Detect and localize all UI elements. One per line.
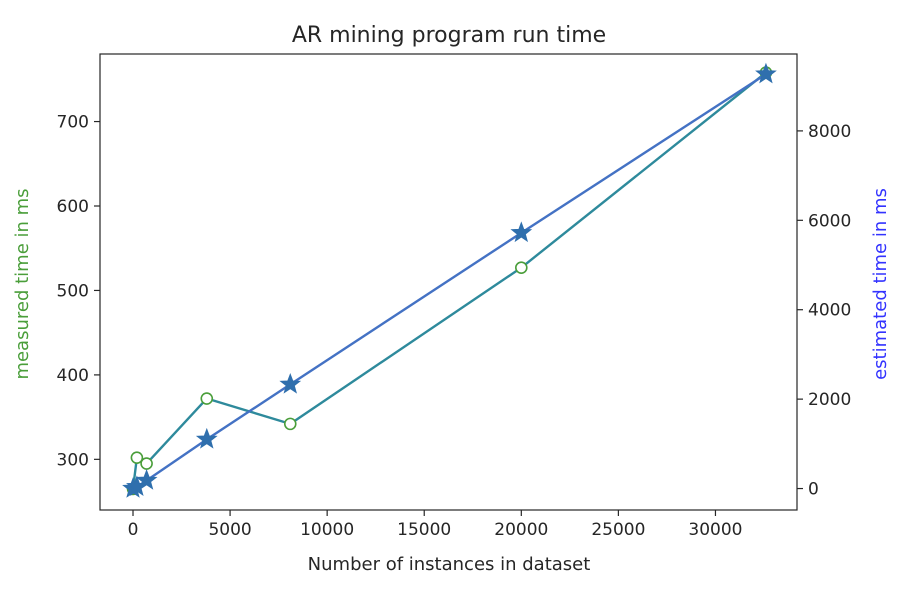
x-tick-label: 20000	[494, 520, 548, 540]
y-axis-right-label: estimated time in ms	[870, 188, 891, 380]
y-left-tick-label: 300	[57, 450, 89, 470]
data-point	[130, 451, 144, 464]
y-axis-right: 0 2000 4000 6000 8000	[797, 122, 851, 500]
x-axis: 0 5000 10000 15000 20000 25000 30000	[128, 510, 743, 540]
series-line	[132, 73, 767, 490]
y-axis-left: 300 400 500 600 700	[57, 113, 100, 470]
data-point	[515, 261, 528, 274]
data-point	[135, 469, 158, 490]
series-layer	[122, 62, 777, 498]
y-axis-left-label: measured time in ms	[12, 188, 33, 379]
data-point	[195, 427, 218, 449]
data-point	[200, 392, 214, 405]
y-right-tick-label: 0	[808, 480, 819, 500]
y-right-tick-label: 6000	[808, 211, 851, 231]
y-left-tick-label: 600	[57, 197, 89, 217]
x-tick-label: 15000	[397, 520, 451, 540]
data-point	[510, 221, 533, 243]
y-left-tick-label: 400	[57, 366, 89, 386]
y-right-tick-label: 4000	[808, 301, 851, 321]
y-right-tick-label: 2000	[808, 390, 851, 410]
x-tick-label: 25000	[591, 520, 645, 540]
y-left-tick-label: 700	[57, 113, 89, 133]
y-right-tick-label: 8000	[808, 122, 851, 142]
x-tick-label: 5000	[208, 520, 251, 540]
data-point	[279, 372, 302, 394]
x-axis-label: Number of instances in dataset	[308, 554, 591, 575]
data-point	[755, 62, 777, 84]
x-tick-label: 0	[128, 520, 139, 540]
data-point	[283, 417, 297, 431]
series-2	[122, 62, 777, 498]
y-left-tick-label: 500	[57, 281, 89, 301]
chart-title: AR mining program run time	[292, 23, 606, 48]
x-tick-label: 30000	[688, 520, 742, 540]
x-tick-label: 10000	[300, 520, 354, 540]
plot-frame	[99, 53, 798, 511]
data-point	[140, 457, 153, 470]
